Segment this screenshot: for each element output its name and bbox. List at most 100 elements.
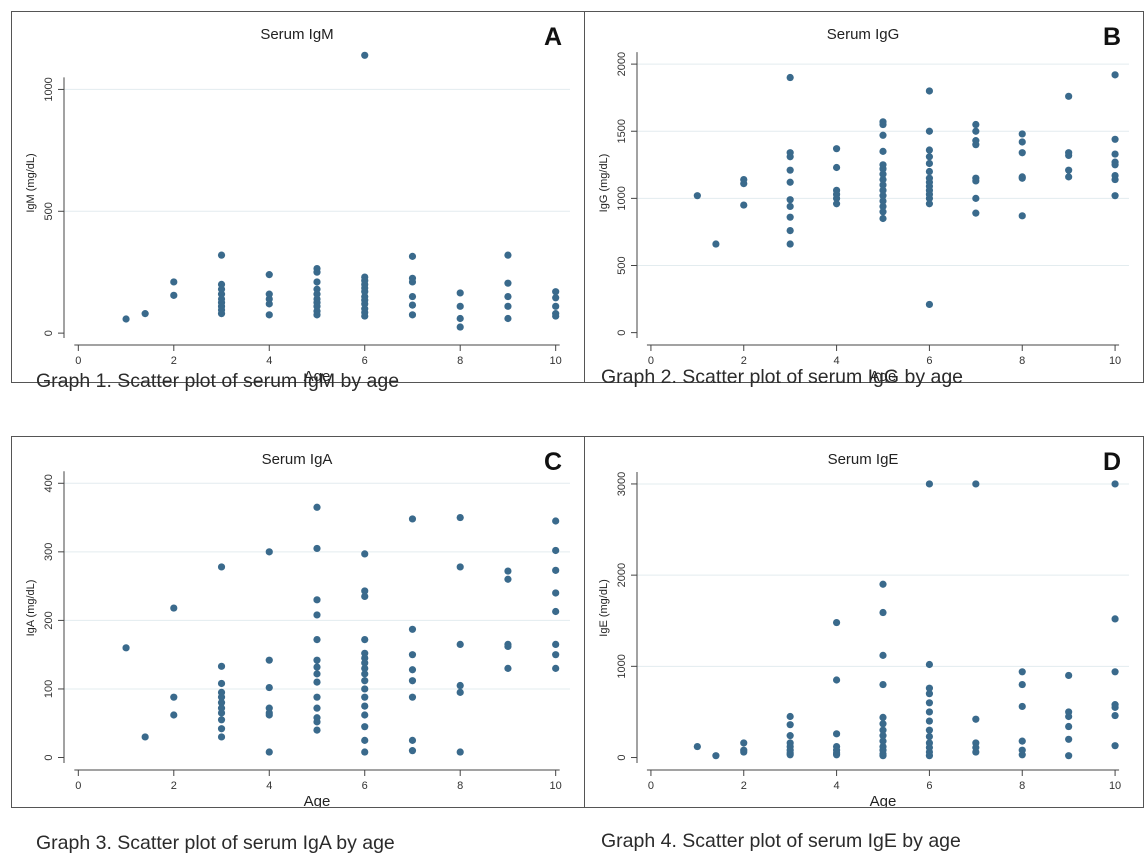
- chart-panel-a: 0 500 1000 0 2 4 6 8 10 Age IgM (mg/dL) Serum IgM A: [11, 11, 585, 383]
- data-point: [504, 292, 512, 301]
- x-tick-label: 8: [1019, 780, 1025, 792]
- data-point: [879, 186, 887, 194]
- data-point: [504, 302, 512, 310]
- data-point: [408, 301, 417, 309]
- data-point: [925, 127, 934, 135]
- x-axis-label: Age: [870, 368, 897, 382]
- x-axis-label: Age: [304, 793, 331, 807]
- x-tick-label: 8: [457, 355, 463, 367]
- chart-svg-c: 0 100 200 300 400 0 2 4 6 8 10 Age IgA (mg/dL) Serum …: [25, 448, 570, 807]
- data-point: [693, 742, 701, 751]
- x-tick-label: 6: [926, 780, 932, 792]
- data-point: [408, 666, 417, 674]
- data-point: [832, 618, 841, 627]
- data-point: [456, 563, 464, 571]
- data-point: [925, 146, 934, 154]
- data-point: [265, 271, 273, 279]
- data-point: [786, 166, 794, 174]
- data-point: [786, 721, 794, 729]
- data-point: [265, 548, 273, 556]
- chart-svg-b: 0 500 1000 1500 2000 0 2 4 6 8 10 Age IgG (mg/dL) Ser…: [598, 23, 1129, 382]
- data-point: [972, 120, 980, 129]
- data-point: [925, 87, 934, 95]
- data-point: [456, 513, 464, 522]
- data-point: [712, 240, 720, 248]
- data-point: [170, 278, 178, 286]
- y-tick-label: 1000: [616, 186, 628, 210]
- data-point: [879, 713, 887, 722]
- data-point: [786, 751, 794, 759]
- data-point: [972, 127, 980, 135]
- data-point: [408, 311, 417, 319]
- data-point: [456, 688, 464, 696]
- data-point: [552, 589, 560, 597]
- data-point: [313, 670, 321, 678]
- data-point: [313, 278, 321, 286]
- data-point: [361, 587, 369, 595]
- chart-title: Serum IgG: [827, 26, 900, 43]
- data-point: [313, 596, 321, 604]
- y-tick-label: 1000: [43, 77, 55, 101]
- data-point: [217, 679, 226, 688]
- data-point: [1111, 71, 1119, 79]
- data-point: [879, 131, 887, 139]
- data-point: [217, 699, 226, 707]
- data-point: [1065, 173, 1073, 181]
- data-point: [217, 662, 226, 670]
- data-point: [504, 575, 512, 583]
- data-point: [408, 693, 417, 701]
- data-point: [408, 747, 417, 755]
- data-point: [740, 201, 748, 209]
- data-point: [217, 716, 226, 724]
- chart-panel-b: 0 500 1000 1500 2000 0 2 4 6 8 10 Age IgG (mg/dL) Ser…: [584, 11, 1144, 383]
- data-point: [786, 213, 794, 221]
- data-point: [1018, 668, 1026, 676]
- data-point: [925, 300, 934, 309]
- data-point: [217, 251, 226, 259]
- data-point: [361, 711, 369, 719]
- data-point: [313, 663, 321, 671]
- data-point: [879, 680, 887, 689]
- y-tick-label: 2000: [616, 563, 628, 587]
- data-point: [361, 635, 369, 644]
- data-point: [1065, 151, 1073, 160]
- data-point: [552, 546, 560, 555]
- chart-title: Serum IgE: [828, 451, 899, 468]
- data-point: [786, 178, 794, 186]
- panel-letter: D: [1103, 448, 1121, 476]
- data-point: [265, 300, 273, 308]
- x-tick-label: 10: [550, 780, 562, 792]
- data-point: [879, 732, 887, 740]
- x-tick-label: 2: [171, 355, 177, 367]
- data-point: [925, 690, 934, 698]
- data-point: [408, 292, 417, 301]
- x-tick-label: 10: [1109, 355, 1121, 367]
- data-point: [786, 196, 794, 204]
- caption-graph-2: Graph 2. Scatter plot of serum IgG by ag…: [601, 366, 964, 388]
- data-point: [170, 604, 178, 612]
- x-tick-label: 10: [550, 355, 562, 367]
- data-point: [361, 748, 369, 756]
- data-point: [552, 294, 560, 302]
- data-point: [879, 181, 887, 189]
- x-axis-label: Age: [304, 368, 331, 382]
- data-point: [1018, 680, 1026, 689]
- data-point: [456, 681, 464, 690]
- data-point: [925, 660, 934, 669]
- chart-title: Serum IgM: [260, 26, 333, 43]
- data-point: [313, 678, 321, 686]
- data-point: [879, 202, 887, 211]
- data-point: [408, 651, 417, 659]
- data-point: [1111, 135, 1119, 143]
- data-point: [313, 635, 321, 644]
- data-point: [972, 141, 980, 149]
- data-point: [693, 192, 701, 200]
- data-point: [879, 737, 887, 745]
- data-point: [361, 685, 369, 693]
- chart-panel-d: 0 1000 2000 3000 0 2 4 6 8 10 Age IgE (mg/dL) Serum …: [584, 436, 1144, 808]
- data-point: [740, 739, 748, 747]
- y-tick-label: 100: [43, 680, 55, 698]
- data-point: [925, 726, 934, 734]
- data-point: [141, 733, 149, 741]
- data-point: [313, 611, 321, 619]
